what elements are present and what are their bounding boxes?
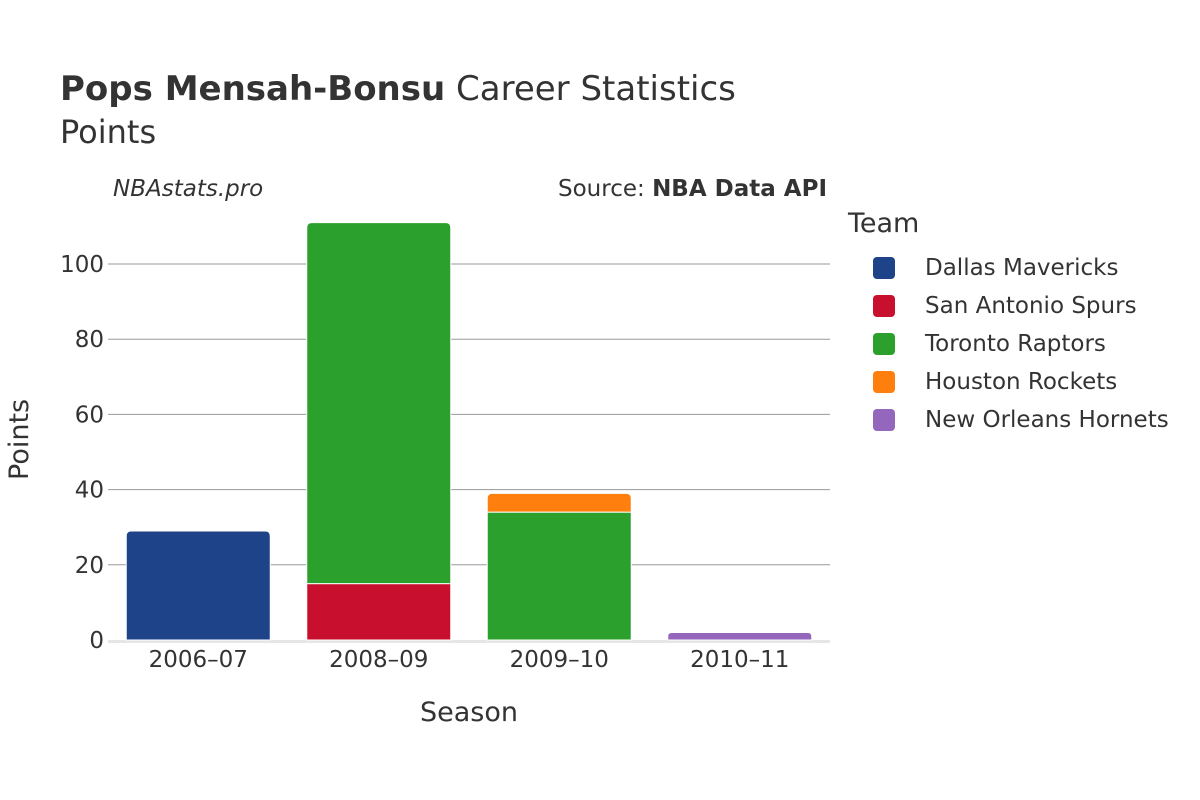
bar-segment xyxy=(486,492,632,513)
y-tick-label: 60 xyxy=(75,402,104,428)
watermark: NBAstats.pro xyxy=(113,176,264,202)
chart-subtitle: Points xyxy=(60,113,157,151)
legend-item: Dallas Mavericks xyxy=(873,249,1169,287)
bar-segment xyxy=(306,583,452,641)
x-tick-label: 2009–10 xyxy=(510,647,609,673)
source-prefix: Source: xyxy=(558,176,653,202)
legend-item: San Antonio Spurs xyxy=(873,287,1169,325)
x-axis-title: Season xyxy=(420,697,518,728)
legend-swatch xyxy=(873,257,895,279)
bar-segment xyxy=(486,511,632,641)
y-tick-label: 40 xyxy=(75,478,104,504)
x-tick-label: 2010–11 xyxy=(690,647,789,673)
y-tick-label: 100 xyxy=(60,252,104,278)
bar-segment xyxy=(125,530,271,641)
legend-swatch xyxy=(873,295,895,317)
player-name: Pops Mensah-Bonsu xyxy=(60,69,446,109)
y-tick-label: 80 xyxy=(75,327,104,353)
legend: Team Dallas Mavericks San Antonio Spurs To… xyxy=(848,208,1169,439)
legend-label: Dallas Mavericks xyxy=(925,255,1119,281)
source-credit: Source: NBA Data API xyxy=(558,176,827,202)
title-rest: Career Statistics xyxy=(445,69,736,109)
legend-title: Team xyxy=(848,208,920,239)
y-axis-title: Points xyxy=(4,399,35,480)
legend-swatch xyxy=(873,333,895,355)
legend-item: New Orleans Hornets xyxy=(873,401,1169,439)
y-tick-label: 0 xyxy=(89,628,104,654)
x-tick-label: 2006–07 xyxy=(149,647,248,673)
x-tick-label: 2008–09 xyxy=(329,647,428,673)
legend-label: Houston Rockets xyxy=(925,369,1118,395)
legend-swatch xyxy=(873,371,895,393)
legend-label: Toronto Raptors xyxy=(925,331,1106,357)
bar-segment xyxy=(667,631,813,641)
legend-item: Houston Rockets xyxy=(873,363,1169,401)
legend-item: Toronto Raptors xyxy=(873,325,1169,363)
legend-swatch xyxy=(873,409,895,431)
bar-segment xyxy=(306,222,452,585)
legend-label: New Orleans Hornets xyxy=(925,407,1169,433)
chart-title: Pops Mensah-Bonsu Career Statistics xyxy=(60,68,736,110)
source-name: NBA Data API xyxy=(652,176,827,202)
legend-label: San Antonio Spurs xyxy=(925,293,1137,319)
legend-items: Dallas Mavericks San Antonio Spurs Toronto… xyxy=(848,249,1169,439)
y-tick-label: 20 xyxy=(75,553,104,579)
